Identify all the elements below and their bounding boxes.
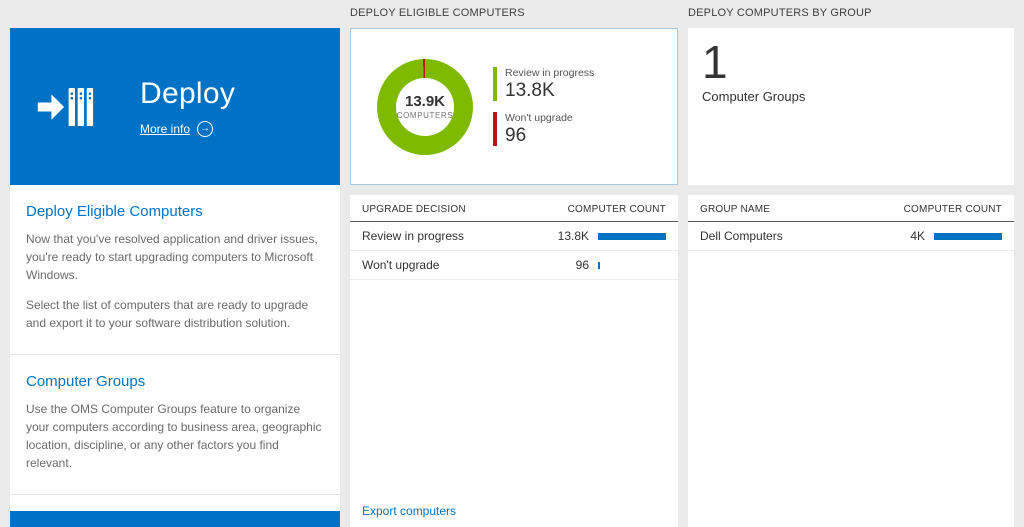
table-row[interactable]: Won't upgrade 96 [350,251,678,280]
group-name-table: GROUP NAME COMPUTER COUNT Dell Computers… [688,195,1014,527]
computer-groups-count-card[interactable]: 1 Computer Groups [688,28,1014,185]
row-bar [934,232,1002,240]
column-header-group-name: GROUP NAME [700,204,771,215]
donut-legend: Review in progress 13.8K Won't upgrade 9… [493,66,594,147]
legend-swatch-red [493,111,497,146]
deploy-arrow-books-icon [37,87,94,126]
computer-groups-count: 1 [702,36,728,88]
row-bar-track [598,232,666,240]
column-header-upgrade-decision: UPGRADE DECISION [362,204,466,215]
row-label: Review in progress [362,229,465,243]
row-bar-track [934,232,1002,240]
section-heading-deploy-eligible: Deploy Eligible Computers [26,203,203,220]
row-value: 96 [575,258,589,272]
donut-center-value: 13.9K [404,93,446,110]
section-computer-groups: Computer Groups Use the OMS Computer Gro… [10,355,340,495]
upgrade-decision-table: UPGRADE DECISION COMPUTER COUNT Review i… [350,195,678,527]
middle-column-title: DEPLOY ELIGIBLE COMPUTERS [350,7,525,19]
table-header-row: UPGRADE DECISION COMPUTER COUNT [350,195,678,222]
row-value: 4K [910,229,925,243]
deploy-tile-footer-bar [10,511,340,527]
eligible-computers-donut-card: 13.9K COMPUTERS Review in progress 13.8K… [350,28,678,185]
row-bar [598,261,600,269]
deploy-eligible-computers-column: DEPLOY ELIGIBLE COMPUTERS 13.9K COMPUTER… [350,0,678,527]
deploy-tile-title: Deploy [140,76,236,110]
section-heading-computer-groups: Computer Groups [26,373,146,390]
deploy-tile-body: Deploy Eligible Computers Now that you'v… [10,185,340,511]
deploy-tile-header[interactable]: Deploy More info → [10,28,340,185]
computer-groups-count-label: Computer Groups [702,88,806,104]
legend-name: Won't upgrade [505,111,573,124]
donut-center-label: COMPUTERS [396,111,454,120]
section-paragraph: Now that you've resolved application and… [26,232,318,282]
section-paragraph: Select the list of computers that are re… [26,298,309,330]
table-header-row: GROUP NAME COMPUTER COUNT [688,195,1014,222]
legend-name: Review in progress [505,66,595,79]
legend-swatch-green [493,66,497,101]
export-computers-link[interactable]: Export computers [362,504,457,518]
left-column-header-spacer [10,0,340,28]
legend-item-wont-upgrade: Won't upgrade 96 [493,111,594,147]
more-info-link[interactable]: More info → [140,120,235,137]
table-row[interactable]: Review in progress 13.8K [350,222,678,251]
column-header-computer-count: COMPUTER COUNT [567,204,666,215]
legend-value: 13.8K [505,79,555,101]
legend-text: Won't upgrade 96 [505,112,573,147]
right-column-title: DEPLOY COMPUTERS BY GROUP [688,7,872,19]
row-label: Won't upgrade [362,258,440,272]
row-label: Dell Computers [700,229,783,243]
donut-center: 13.9K COMPUTERS [396,77,454,136]
row-value: 13.8K [557,229,589,243]
section-paragraph: Use the OMS Computer Groups feature to o… [26,402,322,470]
column-header-computer-count: COMPUTER COUNT [903,204,1002,215]
legend-text: Review in progress 13.8K [505,67,594,102]
more-info-label[interactable]: More info [140,121,191,136]
more-info-arrow-icon: → [197,120,214,137]
section-deploy-eligible: Deploy Eligible Computers Now that you'v… [10,185,340,355]
row-bar-track [598,261,666,269]
deploy-tile-text: Deploy More info → [140,77,235,137]
row-bar [598,232,666,240]
legend-item-review-in-progress: Review in progress 13.8K [493,66,594,102]
donut-chart-wrapper: 13.9K COMPUTERS [377,58,473,155]
deploy-tile-column: Deploy More info → Deploy Eligible Compu… [10,0,340,527]
deploy-computers-by-group-column: DEPLOY COMPUTERS BY GROUP 1 Computer Gro… [688,0,1014,527]
table-row[interactable]: Dell Computers 4K [688,222,1014,251]
legend-value: 96 [505,124,527,146]
